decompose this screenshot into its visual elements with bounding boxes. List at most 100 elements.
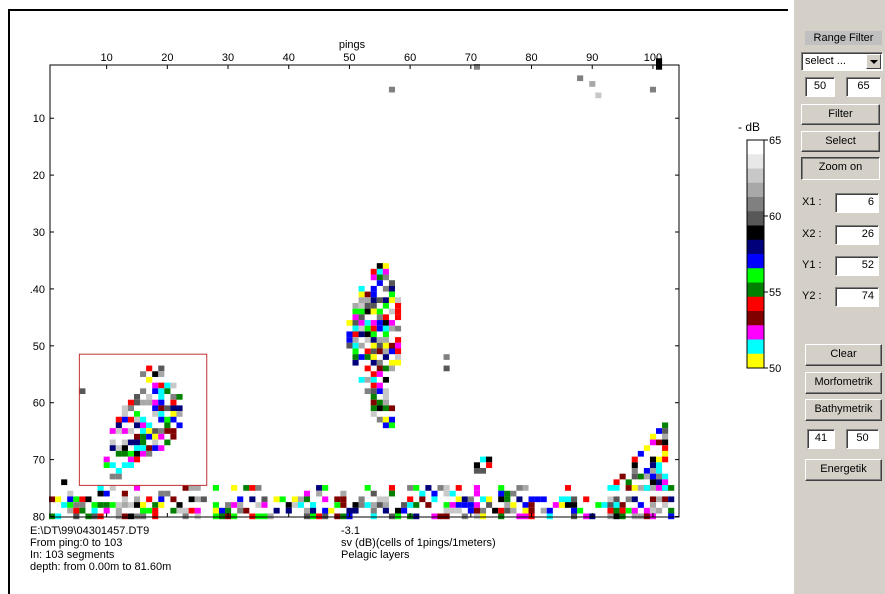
morfometrik-button[interactable]: Morfometrik bbox=[805, 372, 882, 394]
echo-cell bbox=[473, 64, 480, 70]
echo-cell bbox=[152, 513, 159, 520]
echo-cell bbox=[231, 502, 238, 508]
range-max-input[interactable]: 65 bbox=[846, 77, 881, 97]
window-frame-left bbox=[8, 9, 10, 594]
echo-cell bbox=[619, 473, 626, 480]
echo-cell bbox=[370, 308, 377, 315]
zoom-selection-rectangle[interactable] bbox=[78, 353, 208, 486]
echo-cell bbox=[388, 320, 396, 326]
echo-cell bbox=[194, 513, 201, 520]
echo-cell bbox=[140, 433, 147, 440]
x1-input[interactable]: 6 bbox=[835, 193, 879, 213]
echo-cell bbox=[115, 450, 122, 457]
echo-cell bbox=[310, 513, 317, 520]
echo-cell bbox=[370, 291, 377, 298]
range-min-input[interactable]: 50 bbox=[805, 77, 835, 97]
select-button[interactable]: Select bbox=[801, 131, 880, 152]
echo-cell bbox=[437, 485, 444, 491]
zoom-on-button[interactable]: Zoom on bbox=[801, 157, 880, 180]
echo-cell bbox=[237, 507, 244, 514]
echo-cell bbox=[358, 297, 365, 303]
echo-cell bbox=[140, 502, 147, 508]
echo-cell bbox=[170, 411, 177, 417]
colorbar-swatch bbox=[747, 225, 764, 241]
echogram-chart[interactable]: 10 20 30 40 50 60 70 80 90 100 10 20 30 .40 50 60 70 80 p… bbox=[0, 0, 790, 594]
echo-cell bbox=[91, 502, 98, 508]
clear-button[interactable]: Clear bbox=[805, 344, 882, 366]
echo-cell bbox=[431, 490, 438, 497]
echo-cell bbox=[388, 297, 396, 303]
echo-cell bbox=[662, 456, 669, 463]
echo-cell bbox=[261, 513, 268, 520]
y1-input[interactable]: 52 bbox=[835, 256, 879, 276]
echo-cell bbox=[413, 513, 420, 520]
energetik-button[interactable]: Energetik bbox=[805, 459, 882, 481]
echo-cell bbox=[522, 502, 529, 508]
colorbar-tick-label: 55 bbox=[769, 287, 781, 299]
bathymetrik-button[interactable]: Bathymetrik bbox=[805, 399, 882, 421]
echo-cell bbox=[158, 388, 165, 395]
echo-cell bbox=[370, 354, 377, 360]
echo-cell bbox=[564, 485, 572, 491]
echo-cell bbox=[382, 422, 389, 429]
echo-cell bbox=[443, 485, 450, 491]
bathy-min-input[interactable]: 41 bbox=[807, 429, 835, 449]
echo-cell bbox=[127, 502, 135, 508]
echo-cell bbox=[376, 388, 383, 395]
echo-cell bbox=[322, 496, 329, 503]
echo-cell bbox=[364, 325, 371, 332]
y2-input[interactable]: 74 bbox=[835, 287, 879, 307]
echo-cell bbox=[115, 467, 122, 474]
echo-cell bbox=[212, 507, 219, 514]
echo-cell bbox=[364, 320, 371, 326]
echo-cell bbox=[261, 502, 268, 508]
echo-cell bbox=[370, 399, 377, 406]
echo-cell bbox=[346, 342, 353, 349]
echo-cell bbox=[158, 502, 165, 508]
echo-cell bbox=[455, 485, 462, 491]
echo-cell bbox=[364, 376, 371, 383]
echo-cell bbox=[370, 411, 377, 417]
range-filter-select[interactable]: select ... bbox=[801, 52, 883, 71]
echo-cell bbox=[577, 507, 584, 514]
echo-cell bbox=[382, 314, 389, 321]
echo-cell bbox=[394, 359, 402, 366]
echo-cell bbox=[473, 502, 480, 508]
echo-cell bbox=[152, 371, 159, 377]
echo-cell bbox=[334, 496, 341, 503]
echo-cell bbox=[376, 342, 383, 349]
echo-cell bbox=[656, 496, 663, 503]
echo-cell bbox=[370, 274, 377, 281]
echo-cell bbox=[558, 496, 565, 503]
echo-cell bbox=[613, 507, 620, 514]
echo-cell bbox=[364, 302, 371, 309]
echo-cell bbox=[625, 485, 632, 491]
echo-cell bbox=[303, 490, 311, 497]
echo-cell bbox=[358, 342, 365, 349]
filter-button[interactable]: Filter bbox=[801, 104, 880, 125]
echo-cell bbox=[479, 456, 487, 463]
echo-cell bbox=[127, 513, 135, 520]
echo-cell bbox=[613, 479, 620, 486]
echo-cell bbox=[552, 502, 559, 508]
echo-cell bbox=[231, 513, 238, 520]
echo-cell bbox=[364, 388, 371, 395]
colorbar-swatch bbox=[747, 140, 764, 155]
echo-cell bbox=[407, 485, 414, 491]
echo-cell bbox=[364, 297, 371, 303]
echo-cell bbox=[358, 291, 365, 298]
y-tick-label: 50 bbox=[33, 341, 45, 353]
echo-cell bbox=[376, 280, 383, 286]
echo-cell bbox=[352, 302, 359, 309]
echo-cell bbox=[376, 314, 383, 321]
echo-cell bbox=[121, 462, 128, 468]
bathy-max-input[interactable]: 50 bbox=[846, 429, 879, 449]
dropdown-arrow-button[interactable] bbox=[866, 54, 881, 69]
echo-cell bbox=[140, 422, 147, 429]
echo-cell bbox=[370, 297, 377, 303]
echo-cell bbox=[498, 490, 505, 497]
echo-cell bbox=[121, 445, 128, 451]
echo-cell bbox=[310, 502, 317, 508]
echo-cell bbox=[212, 502, 219, 508]
x2-input[interactable]: 26 bbox=[835, 225, 879, 245]
